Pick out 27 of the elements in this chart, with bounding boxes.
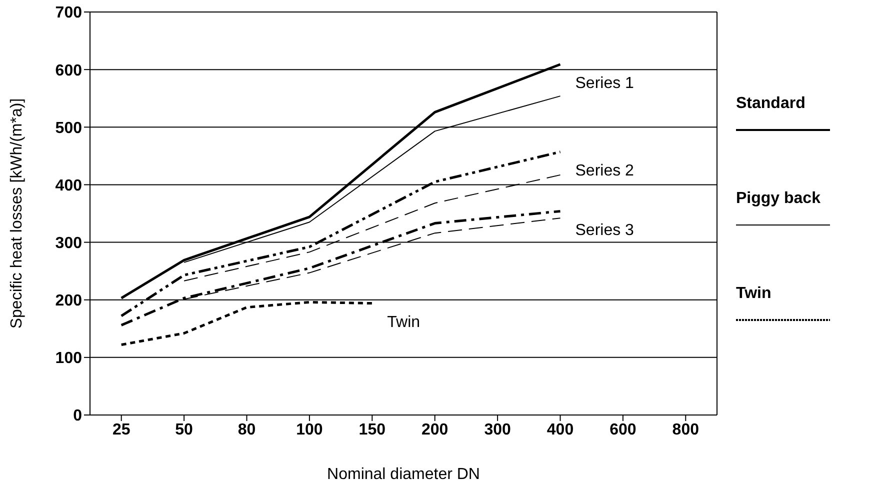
y-tick-label: 500: [55, 120, 82, 137]
y-tick-label: 300: [55, 234, 82, 252]
y-tick-label: 700: [55, 4, 82, 22]
x-tick-label: 200: [422, 421, 448, 438]
y-tick-label: 600: [55, 62, 82, 80]
x-tick-label: 80: [238, 421, 256, 438]
series-label: Series 2: [575, 162, 634, 180]
x-tick-label: 150: [358, 421, 386, 438]
series-label: Series 1: [575, 74, 634, 92]
y-tick-label: 400: [55, 177, 82, 194]
text: Twin: [736, 285, 772, 303]
x-tick-label: 50: [175, 421, 194, 438]
y-axis-title: Specific heat losses [kWh/(m*a)]: [8, 98, 26, 329]
x-axis-title: Nominal diameter DN: [327, 466, 480, 483]
x-tick-label: 600: [610, 421, 636, 438]
y-tick-label: 0: [73, 408, 82, 425]
x-tick-label: 400: [546, 421, 574, 438]
text: Piggy back: [736, 190, 820, 208]
text: Standard: [736, 95, 806, 113]
x-tick-label: 300: [484, 421, 511, 438]
series-label: Twin: [387, 314, 420, 331]
x-tick-label: 25: [112, 421, 130, 438]
y-tick-label: 100: [55, 350, 82, 368]
series-label: Series 3: [575, 222, 634, 239]
x-tick-label: 800: [672, 421, 700, 438]
x-tick-label: 100: [296, 421, 323, 438]
y-tick-label: 200: [55, 292, 82, 310]
